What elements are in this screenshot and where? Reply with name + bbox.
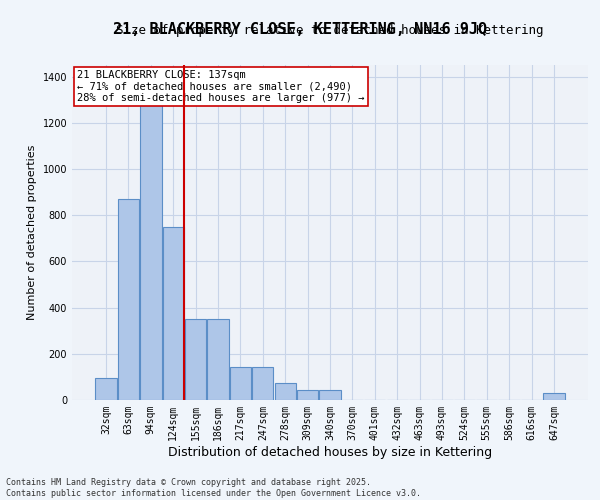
Bar xyxy=(163,226,184,400)
X-axis label: Distribution of detached houses by size in Kettering: Distribution of detached houses by size … xyxy=(168,446,492,458)
Y-axis label: Number of detached properties: Number of detached properties xyxy=(27,145,37,320)
Bar xyxy=(95,378,117,400)
Text: 21 BLACKBERRY CLOSE: 137sqm
← 71% of detached houses are smaller (2,490)
28% of : 21 BLACKBERRY CLOSE: 137sqm ← 71% of det… xyxy=(77,70,365,103)
Bar xyxy=(319,390,341,400)
Bar xyxy=(297,390,318,400)
Text: Contains HM Land Registry data © Crown copyright and database right 2025.
Contai: Contains HM Land Registry data © Crown c… xyxy=(6,478,421,498)
Bar xyxy=(185,319,206,400)
Title: Size of property relative to detached houses in Kettering: Size of property relative to detached ho… xyxy=(116,24,544,38)
Bar xyxy=(208,319,229,400)
Bar xyxy=(252,366,274,400)
Bar xyxy=(275,382,296,400)
Text: 21, BLACKBERRY CLOSE, KETTERING, NN16 9JQ: 21, BLACKBERRY CLOSE, KETTERING, NN16 9J… xyxy=(113,22,487,38)
Bar xyxy=(543,393,565,400)
Bar xyxy=(140,104,161,400)
Bar xyxy=(118,199,139,400)
Bar xyxy=(230,366,251,400)
